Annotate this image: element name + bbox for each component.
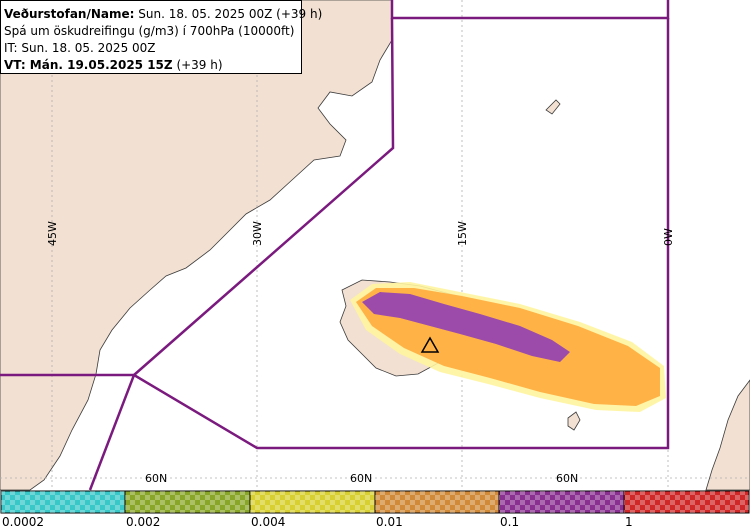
lat-label-60n-1: 60N [145,472,167,485]
issuer-value: Sun. 18. 05. 2025 00Z (+39 h) [138,7,323,21]
forecast-info-box: Veðurstofan/Name: Sun. 18. 05. 2025 00Z … [0,0,322,74]
legend-label-1: 0.0002 [2,515,44,529]
legend-labels: 0.0002 0.002 0.004 0.01 0.1 1 [0,513,750,532]
norway-coast [705,379,750,491]
greenland-landmass [0,0,393,491]
legend-label-3: 0.004 [251,515,286,529]
valid-time-offset: (+39 h) [176,58,223,72]
legend-label-6: 1 [625,515,633,529]
valid-time-label: VT: Mán. 19.05.2025 15Z [4,58,173,72]
legend-label-5: 0.1 [500,515,520,529]
volcano-triangle-icon [420,336,440,353]
legend-colorbar [0,490,750,514]
lon-label-30w: 30W [251,221,264,246]
lon-label-15w: 15W [456,221,469,246]
vaac-boundary [0,0,670,491]
legend-label-2: 0.002 [126,515,161,529]
issue-time: IT: Sun. 18. 05. 2025 00Z [4,41,156,55]
lat-label-60n-2: 60N [350,472,372,485]
legend-label-4: 0.01 [376,515,403,529]
ash-plume [350,282,666,412]
jan-mayen-islet [545,99,561,115]
issuer-label: Veðurstofan/Name: [4,7,135,21]
faroe-islands [567,411,581,431]
forecast-description: Spá um öskudreifingu (g/m3) í 700hPa (10… [4,24,295,38]
lon-label-0w: 0W [662,228,675,246]
plume-purple [362,292,570,362]
lat-label-60n-3: 60N [556,472,578,485]
lon-label-45w: 45W [46,221,59,246]
